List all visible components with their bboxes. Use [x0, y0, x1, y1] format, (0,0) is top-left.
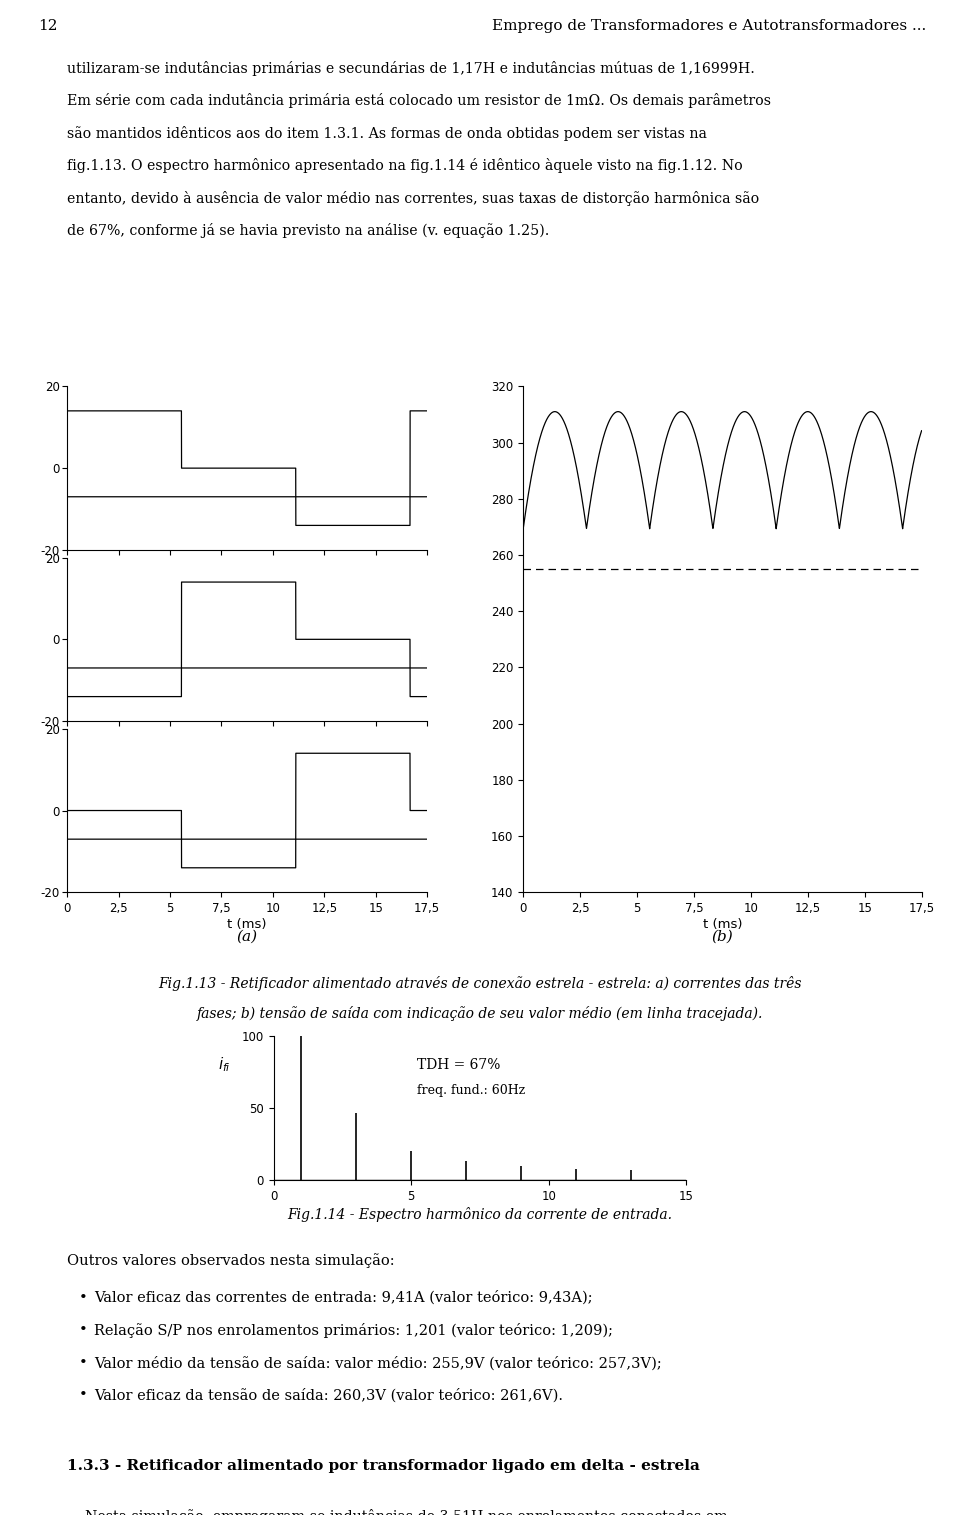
Text: •: •: [79, 1356, 87, 1370]
Text: •: •: [79, 1324, 87, 1338]
Text: fases; b) tensão de saída com indicação de seu valor médio (em linha tracejada).: fases; b) tensão de saída com indicação …: [197, 1006, 763, 1021]
Text: freq. fund.: 60Hz: freq. fund.: 60Hz: [417, 1085, 525, 1097]
Text: (b): (b): [711, 930, 733, 944]
Text: Valor eficaz da tensão de saída: 260,3V (valor teórico: 261,6V).: Valor eficaz da tensão de saída: 260,3V …: [94, 1388, 564, 1403]
Text: utilizaram-se indutâncias primárias e secundárias de 1,17H e indutâncias mútuas : utilizaram-se indutâncias primárias e se…: [67, 61, 756, 76]
Text: •: •: [79, 1388, 87, 1403]
Text: Fig.1.13 - Retificador alimentado através de conexão estrela - estrela: a) corre: Fig.1.13 - Retificador alimentado atravé…: [158, 976, 802, 991]
Text: TDH = 67%: TDH = 67%: [417, 1057, 500, 1073]
Text: 12: 12: [38, 18, 58, 33]
Text: Emprego de Transformadores e Autotransformadores ...: Emprego de Transformadores e Autotransfo…: [492, 18, 926, 33]
Text: Em série com cada indutância primária está colocado um resistor de 1mΩ. Os demai: Em série com cada indutância primária es…: [67, 92, 771, 108]
Text: •: •: [79, 1291, 87, 1304]
Text: fig.1.13. O espectro harmônico apresentado na fig.1.14 é idêntico àquele visto n: fig.1.13. O espectro harmônico apresenta…: [67, 159, 743, 173]
Text: Fig.1.14 - Espectro harmônico da corrente de entrada.: Fig.1.14 - Espectro harmônico da corrent…: [287, 1207, 673, 1223]
Text: entanto, devido à ausência de valor médio nas correntes, suas taxas de distorção: entanto, devido à ausência de valor médi…: [67, 191, 759, 206]
Text: $i_{fi}$: $i_{fi}$: [218, 1056, 230, 1074]
Text: Nesta simulação, empregaram-se indutâncias de 3,51H nos enrolamentos conectados : Nesta simulação, empregaram-se indutânci…: [67, 1509, 728, 1515]
Text: Valor médio da tensão de saída: valor médio: 255,9V (valor teórico: 257,3V);: Valor médio da tensão de saída: valor mé…: [94, 1356, 661, 1370]
Text: Relação S/P nos enrolamentos primários: 1,201 (valor teórico: 1,209);: Relação S/P nos enrolamentos primários: …: [94, 1324, 613, 1338]
Text: (a): (a): [236, 930, 258, 944]
Text: de 67%, conforme já se havia previsto na análise (v. equação 1.25).: de 67%, conforme já se havia previsto na…: [67, 223, 549, 238]
X-axis label: t (ms): t (ms): [228, 918, 267, 930]
Text: Outros valores observados nesta simulação:: Outros valores observados nesta simulaçã…: [67, 1253, 395, 1268]
Text: são mantidos idênticos aos do item 1.3.1. As formas de onda obtidas podem ser vi: são mantidos idênticos aos do item 1.3.1…: [67, 126, 708, 141]
Text: 1.3.3 - Retificador alimentado por transformador ligado em delta - estrela: 1.3.3 - Retificador alimentado por trans…: [67, 1459, 700, 1473]
X-axis label: t (ms): t (ms): [703, 918, 742, 930]
Text: Valor eficaz das correntes de entrada: 9,41A (valor teórico: 9,43A);: Valor eficaz das correntes de entrada: 9…: [94, 1291, 592, 1304]
